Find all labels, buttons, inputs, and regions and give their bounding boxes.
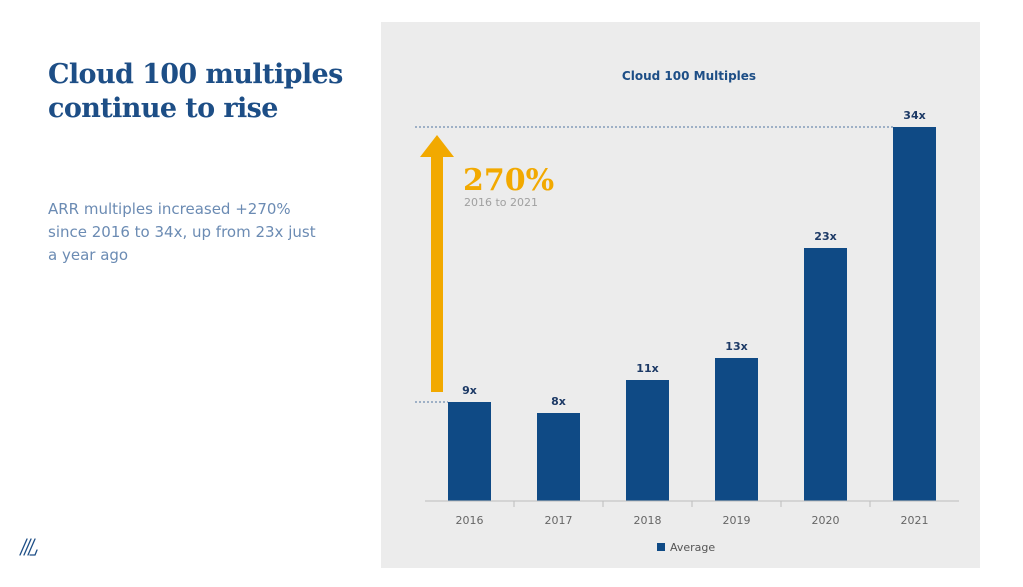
bar-2018	[626, 380, 669, 501]
growth-arrow-shaft	[431, 155, 443, 392]
brand-logo-icon	[19, 538, 38, 556]
x-tick-label-2018: 2018	[634, 514, 662, 527]
growth-arrow-icon	[420, 135, 454, 157]
bar-value-label-2019: 13x	[725, 340, 747, 353]
legend-swatch	[657, 543, 665, 551]
bar-value-label-2021: 34x	[903, 109, 925, 122]
bar-value-label-2018: 11x	[636, 362, 658, 375]
x-tick-label-2017: 2017	[545, 514, 573, 527]
bar-value-label-2020: 23x	[814, 230, 836, 243]
bar-2021	[893, 127, 936, 501]
bar-value-label-2017: 8x	[551, 395, 566, 408]
bar-2020	[804, 248, 847, 501]
chart-title: Cloud 100 Multiples	[622, 69, 756, 83]
page-title: Cloud 100 multiples continue to rise	[48, 59, 343, 124]
chart-legend: Average	[657, 541, 715, 554]
bar-2016	[448, 402, 491, 501]
x-tick-label-2016: 2016	[456, 514, 484, 527]
x-tick-label-2021: 2021	[901, 514, 929, 527]
summary-text: ARR multiples increased +270% since 2016…	[48, 200, 316, 264]
growth-percentage: 270%	[463, 163, 554, 198]
x-tick-label-2020: 2020	[812, 514, 840, 527]
bar-chart: Cloud 100 Multiples 9x 2016 8x 2017 11x 2018 1…	[415, 69, 959, 554]
bar-2019	[715, 358, 758, 501]
bar-2017	[537, 413, 580, 501]
legend-label: Average	[670, 541, 715, 554]
growth-period-label: 2016 to 2021	[464, 196, 538, 209]
bar-value-label-2016: 9x	[462, 384, 477, 397]
x-tick-label-2019: 2019	[723, 514, 751, 527]
chart-panel: Cloud 100 Multiples 9x 2016 8x 2017 11x 2018 1…	[381, 22, 980, 568]
